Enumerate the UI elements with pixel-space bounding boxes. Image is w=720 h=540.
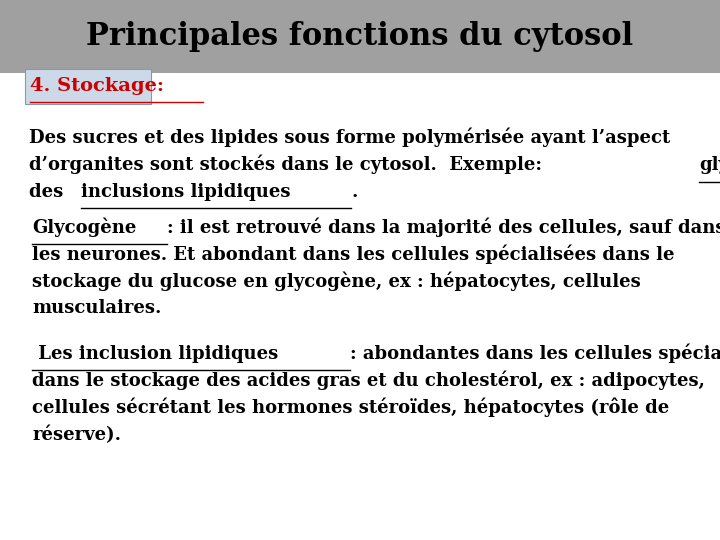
Text: stockage du glucose en glycogène, ex : hépatocytes, cellules: stockage du glucose en glycogène, ex : h… [32,271,641,291]
Text: 4. Stockage:: 4. Stockage: [30,77,164,96]
Text: les neurones. Et abondant dans les cellules spécialisées dans le: les neurones. Et abondant dans les cellu… [32,244,675,264]
Text: .: . [351,183,358,201]
Text: dans le stockage des acides gras et du cholestérol, ex : adipocytes,: dans le stockage des acides gras et du c… [32,371,706,390]
Text: cellules sécrétant les hormones stéroïdes, hépatocytes (rôle de: cellules sécrétant les hormones stéroïde… [32,398,670,417]
Text: Les inclusion lipidiques: Les inclusion lipidiques [32,345,279,363]
FancyBboxPatch shape [25,69,151,104]
Text: Glycogène: Glycogène [32,217,137,237]
Text: musculaires.: musculaires. [32,299,162,317]
FancyBboxPatch shape [0,0,720,73]
Text: Des sucres et des lipides sous forme polymérisée ayant l’aspect: Des sucres et des lipides sous forme pol… [29,128,670,147]
Text: inclusions lipidiques: inclusions lipidiques [81,183,291,201]
Text: : abondantes dans les cellules spécialisées: : abondantes dans les cellules spécialis… [350,344,720,363]
Text: Principales fonctions du cytosol: Principales fonctions du cytosol [86,21,634,52]
Text: des: des [29,183,69,201]
Text: : il est retrouvé dans la majorité des cellules, sauf dans: : il est retrouvé dans la majorité des c… [167,217,720,237]
Text: d’organites sont stockés dans le cytosol.  Exemple:: d’organites sont stockés dans le cytosol… [29,155,548,174]
Text: réserve).: réserve). [32,426,122,444]
Text: glycogène: glycogène [699,155,720,174]
